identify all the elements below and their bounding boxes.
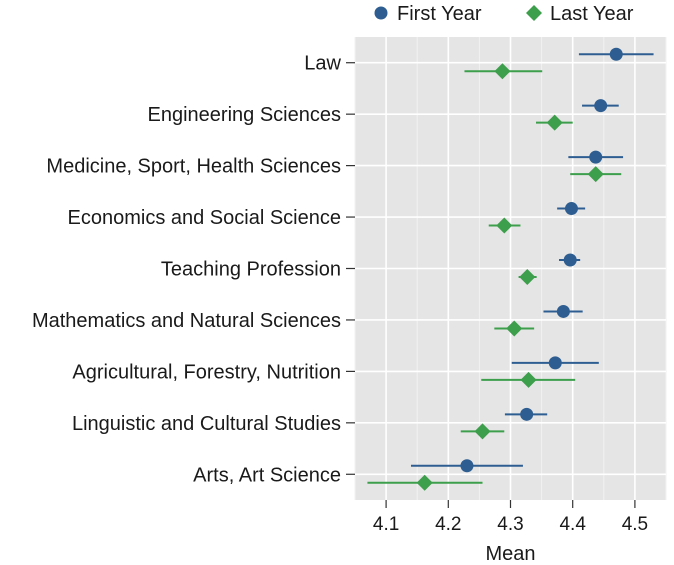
first-year-point [564,202,578,216]
legend-first-year-marker [374,6,388,20]
legend: First Year Last Year [374,3,634,25]
first-year-point [589,150,603,164]
last-year-point [494,63,511,80]
category-label: Arts, Art Science [193,464,341,486]
category-label: Economics and Social Science [68,207,341,229]
first-year-point [556,304,570,318]
legend-first-year-label: First Year [397,3,482,25]
legend-last-year-label: Last Year [550,3,634,25]
last-year-point [506,320,523,337]
last-year-point [496,217,513,234]
category-labels: Law Engineering Sciences Medicine, Sport, … [32,53,342,487]
category-label: Agricultural, Forestry, Nutrition [72,361,341,383]
category-label: Linguistic and Cultural Studies [72,413,341,435]
category-label: Teaching Profession [161,259,341,281]
x-tick-label: 4.2 [435,514,461,535]
data-marks [367,47,654,491]
x-axis-title: Mean [485,543,535,565]
first-year-point [548,356,562,370]
gridlines [354,37,667,500]
last-year-point [520,371,537,388]
first-year-point [520,407,534,421]
category-label: Engineering Sciences [148,104,341,126]
x-tick-label: 4.4 [559,514,586,535]
last-year-point [474,423,491,440]
y-axis-ticks [346,62,355,475]
last-year-point [519,269,536,285]
last-year-point [416,474,433,491]
first-year-point [563,253,577,267]
x-tick-label: 4.1 [373,514,399,535]
x-tick-label: 4.5 [622,514,648,535]
x-axis-ticks: 4.1 4.2 4.3 4.4 4.5 [373,500,648,535]
x-tick-label: 4.3 [497,514,523,535]
legend-last-year-marker [526,5,542,21]
last-year-point [587,166,604,183]
first-year-point [460,459,474,473]
last-year-point [546,114,563,131]
first-year-point [609,47,623,61]
category-label: Law [304,53,341,75]
category-label: Mathematics and Natural Sciences [32,310,341,332]
category-label: Medicine, Sport, Health Sciences [46,156,341,178]
first-year-point [594,99,608,113]
